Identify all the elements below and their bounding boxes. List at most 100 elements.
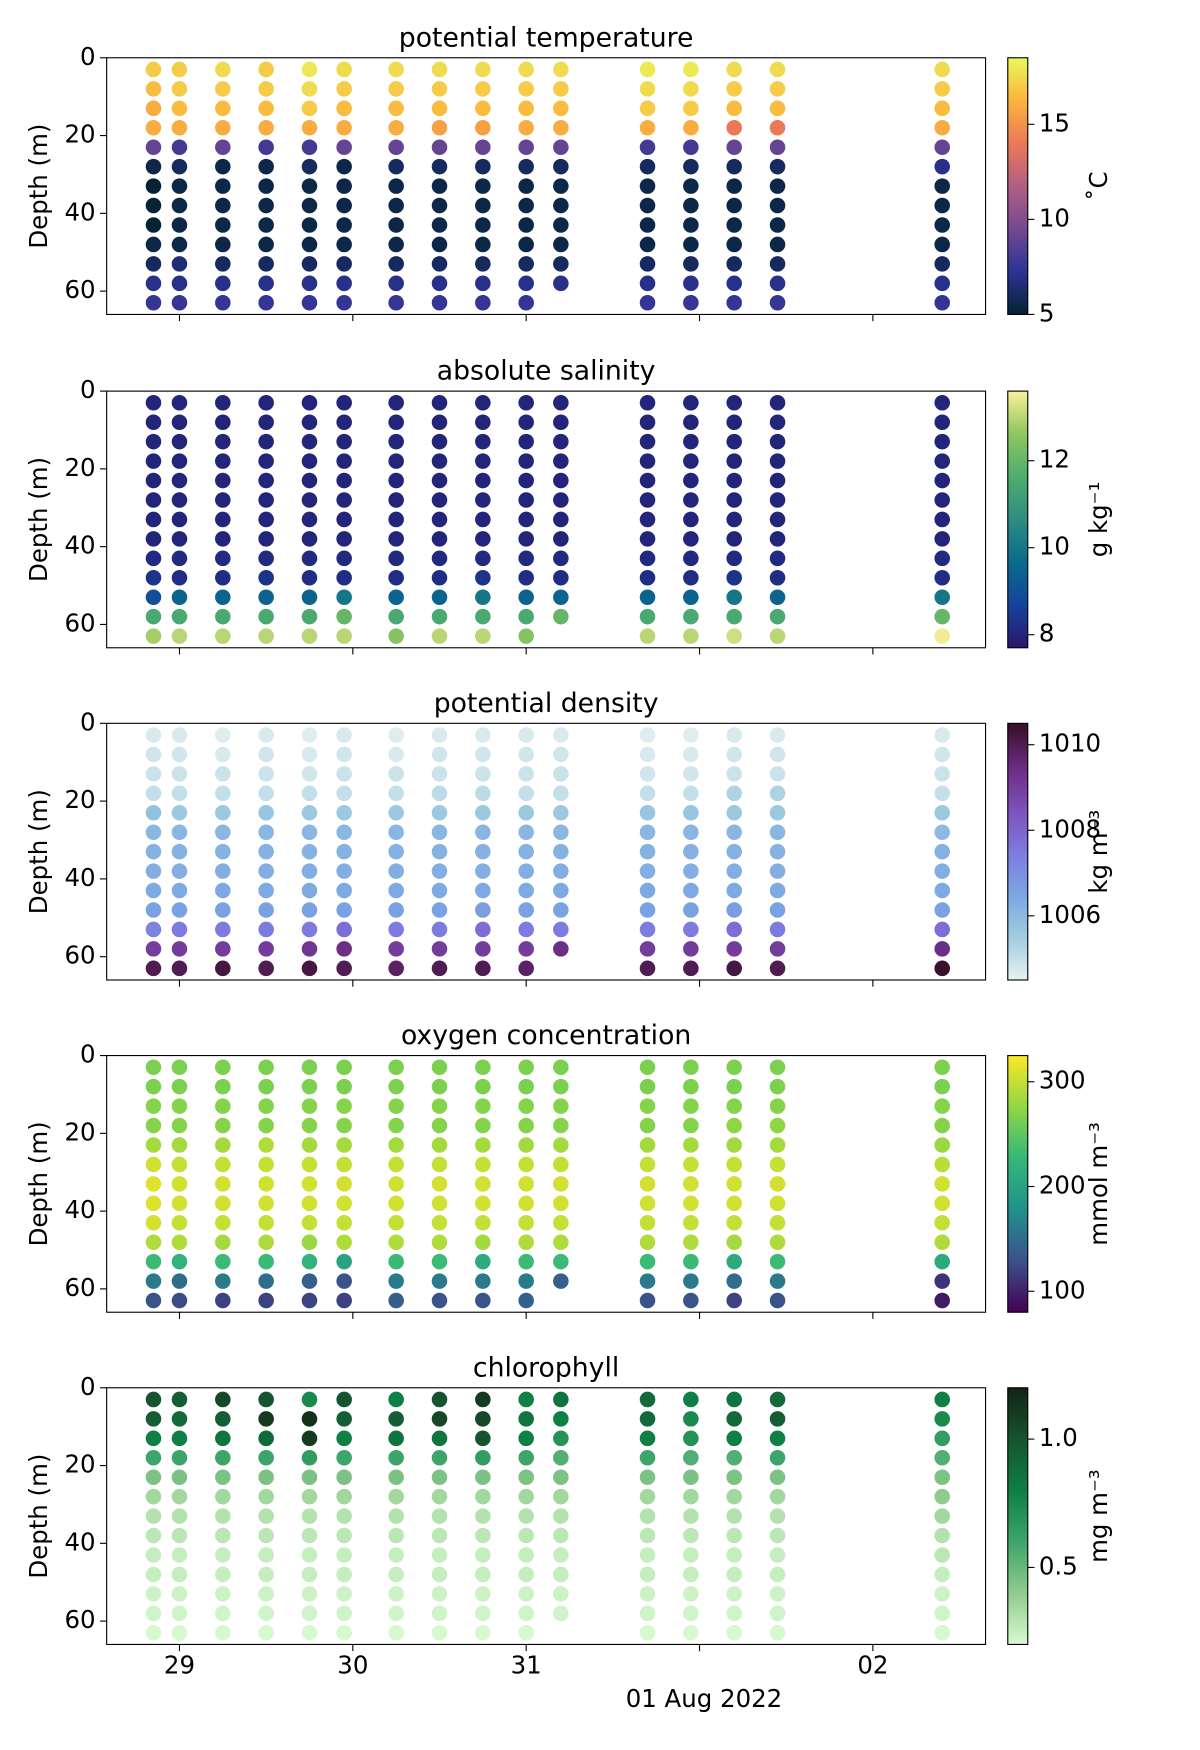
y-tick-label: 0 xyxy=(80,42,96,71)
point xyxy=(145,256,162,272)
point xyxy=(388,511,404,528)
colorbar-tick-label: 1006 xyxy=(1039,900,1101,929)
point xyxy=(145,1586,162,1602)
point xyxy=(171,921,188,938)
point xyxy=(336,570,352,586)
point xyxy=(431,785,448,802)
point xyxy=(639,1234,656,1250)
y-axis-label: Depth (m) xyxy=(24,1454,53,1579)
point xyxy=(553,1253,569,1270)
point xyxy=(639,1195,656,1212)
point xyxy=(639,608,656,625)
point xyxy=(215,158,231,175)
point xyxy=(934,1450,950,1466)
point xyxy=(215,1098,231,1114)
point xyxy=(934,120,950,136)
point xyxy=(145,1411,162,1427)
point xyxy=(388,843,404,860)
point xyxy=(431,1411,448,1427)
point xyxy=(553,139,569,155)
point xyxy=(145,61,162,78)
point xyxy=(258,1195,274,1212)
point xyxy=(301,100,318,117)
point xyxy=(145,217,162,233)
point xyxy=(475,1488,491,1505)
point xyxy=(553,1117,569,1134)
point xyxy=(769,1469,786,1485)
point xyxy=(553,158,569,175)
point xyxy=(639,1469,656,1485)
point xyxy=(553,608,569,625)
point xyxy=(431,1078,448,1095)
point xyxy=(639,921,656,938)
panel-title: oxygen concentration xyxy=(401,1020,691,1051)
point xyxy=(301,275,318,292)
point xyxy=(215,785,231,802)
point xyxy=(475,178,491,194)
point xyxy=(726,550,742,567)
point xyxy=(769,1292,786,1309)
point xyxy=(639,395,656,411)
panel: potential density Depth (m) 0 20 40 60 1006 100… xyxy=(24,688,1113,987)
point xyxy=(639,1450,656,1466)
point xyxy=(639,275,656,292)
point xyxy=(683,1469,699,1485)
point xyxy=(171,197,188,214)
point xyxy=(258,1527,274,1544)
point xyxy=(336,824,352,840)
panel-title: chlorophyll xyxy=(473,1352,619,1383)
point xyxy=(934,1547,950,1563)
point xyxy=(553,785,569,802)
point xyxy=(215,1430,231,1447)
point xyxy=(553,805,569,821)
point xyxy=(258,414,274,430)
point xyxy=(475,727,491,743)
point xyxy=(336,785,352,802)
point xyxy=(431,608,448,625)
point xyxy=(336,511,352,528)
point xyxy=(145,902,162,918)
point xyxy=(301,1430,318,1447)
point xyxy=(769,882,786,899)
point xyxy=(171,863,188,879)
point xyxy=(518,1117,534,1134)
point xyxy=(171,902,188,918)
y-tick-label: 0 xyxy=(80,1372,96,1401)
point xyxy=(145,1488,162,1505)
point xyxy=(639,511,656,528)
point xyxy=(171,550,188,567)
panel-title: absolute salinity xyxy=(437,356,656,387)
point xyxy=(145,1078,162,1095)
point xyxy=(683,608,699,625)
point xyxy=(518,433,534,450)
point xyxy=(388,61,404,78)
point xyxy=(553,1098,569,1114)
point xyxy=(553,1566,569,1583)
point xyxy=(475,1273,491,1289)
point xyxy=(769,120,786,136)
point xyxy=(553,589,569,605)
point xyxy=(553,433,569,450)
point xyxy=(553,197,569,214)
point xyxy=(145,1605,162,1622)
point xyxy=(145,295,162,311)
point xyxy=(475,1450,491,1466)
point xyxy=(475,746,491,763)
point xyxy=(639,824,656,840)
point xyxy=(301,1059,318,1075)
point xyxy=(475,472,491,489)
point xyxy=(258,1411,274,1427)
point xyxy=(475,570,491,586)
point xyxy=(336,433,352,450)
point xyxy=(258,531,274,547)
point xyxy=(639,472,656,489)
point xyxy=(639,570,656,586)
point xyxy=(431,1488,448,1505)
colorbar-label: mmol m⁻³ xyxy=(1084,1122,1113,1246)
point xyxy=(518,81,534,97)
point xyxy=(145,414,162,430)
point xyxy=(518,295,534,311)
point xyxy=(683,1098,699,1114)
point xyxy=(475,295,491,311)
point xyxy=(431,81,448,97)
